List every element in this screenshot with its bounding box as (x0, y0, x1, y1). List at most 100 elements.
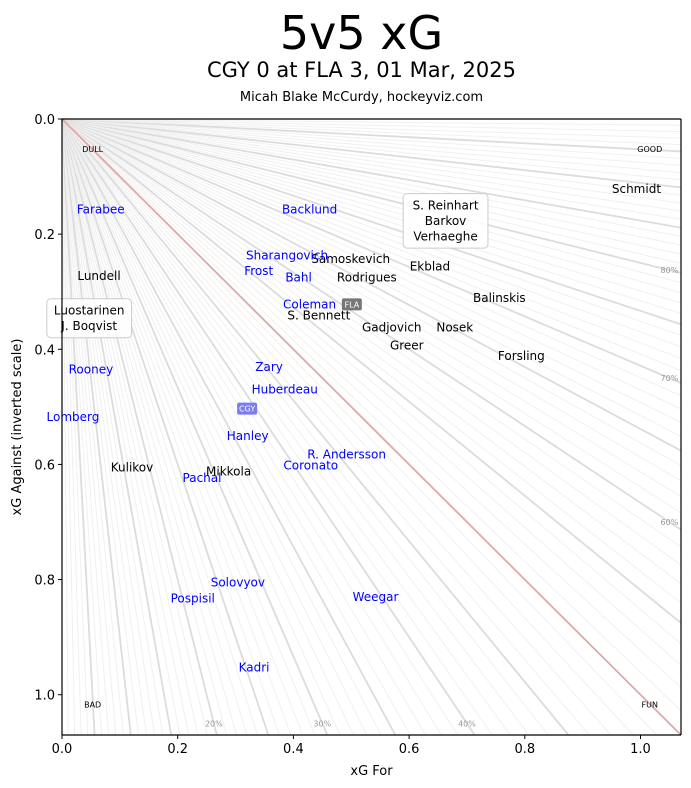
player-name: Barkov (425, 214, 466, 228)
fan-line (61, 118, 549, 736)
fan-line (61, 118, 682, 585)
player-name: Hanley (227, 429, 269, 443)
fan-line (61, 118, 218, 736)
fan-line (61, 118, 682, 237)
fan-line (61, 118, 238, 736)
player-name: Kulikov (111, 460, 154, 474)
player-name: Rooney (69, 362, 114, 376)
pct-label: 80% (661, 266, 679, 275)
player-label: Pospisil (171, 592, 215, 606)
fan-line (61, 118, 682, 274)
fan-line (61, 118, 132, 736)
fan-line (61, 118, 682, 246)
y-tick-label: 1.0 (34, 689, 55, 704)
fan-line (61, 118, 682, 126)
player-label: Sharangovich (246, 248, 328, 262)
player-name: S. Reinhart (413, 198, 479, 212)
fan-line (61, 118, 493, 736)
fan-line (61, 118, 682, 336)
x-tick-label: 0.2 (167, 742, 188, 757)
player-name: Verhaeghe (413, 229, 477, 243)
fan-line (61, 118, 181, 736)
player-label: Bahl (285, 270, 312, 284)
fan-line (61, 118, 103, 736)
player-name: Huberdeau (252, 383, 318, 397)
fan-line (61, 118, 82, 736)
fan-line (61, 118, 682, 326)
player-name: Ekblad (410, 259, 450, 273)
fan-line (61, 118, 682, 452)
fan-line (61, 118, 304, 736)
fan-line (61, 118, 634, 736)
player-name: Solovyov (211, 575, 265, 589)
fan-line (61, 118, 530, 736)
fan-line (61, 118, 76, 736)
fan-line (61, 118, 658, 736)
player-name: R. Andersson (307, 448, 386, 462)
team-badge-fla: FLA (341, 298, 362, 311)
fan-line (61, 118, 682, 666)
player-name: Lundell (77, 269, 120, 283)
fan-line (61, 118, 682, 166)
fan-line (61, 118, 682, 712)
fan-line (61, 118, 124, 736)
player-label: Lundell (77, 269, 120, 283)
axes: 0.0 0.2 0.4 0.6 0.8 1.0 0.0 0.2 0.4 0.6 0.8 1.0 xG F… (10, 113, 682, 779)
fan-line (61, 118, 682, 372)
player-name: Nosek (436, 320, 473, 334)
pct-label: 70% (661, 374, 679, 383)
fan-line (61, 118, 397, 736)
fan-line (61, 118, 682, 466)
fan-line (61, 118, 682, 264)
player-label: Coleman (283, 297, 336, 311)
player-label: Lomberg (47, 410, 100, 424)
fan-line (61, 118, 354, 736)
player-name: Coleman (283, 297, 336, 311)
player-label: Frost (244, 264, 273, 278)
fan-line (61, 118, 173, 736)
fan-line (61, 118, 682, 624)
corner-label: GOOD (637, 145, 662, 154)
fan-line (61, 118, 590, 736)
team-badge-cgy: CGY (237, 402, 258, 415)
player-label: Weegar (353, 590, 399, 604)
player-label: Balinskis (473, 291, 526, 305)
player-name: Kadri (239, 661, 270, 675)
player-name: Greer (390, 338, 424, 352)
x-tick-label: 0.4 (283, 742, 304, 757)
fan-line (61, 118, 682, 229)
y-tick-label: 0.0 (34, 113, 55, 128)
player-name: J. Boqvist (60, 319, 117, 333)
fan-line (61, 118, 117, 736)
player-name: Pospisil (171, 592, 215, 606)
player-name: Schmidt (612, 182, 661, 196)
player-name: Frost (244, 264, 273, 278)
player-label: Forsling (498, 349, 545, 363)
player-label: Samoskevich (311, 252, 390, 266)
player-label: Farabee (77, 202, 125, 216)
chart-title: 5v5 xG (279, 6, 444, 60)
fan-line (61, 118, 411, 736)
x-tick-label: 0.6 (399, 742, 420, 757)
label-box (46, 298, 133, 339)
y-tick-label: 0.8 (34, 574, 55, 589)
player-name: Rodrigues (337, 270, 397, 284)
fan-line (61, 118, 190, 736)
corner-label: FUN (642, 700, 658, 709)
fan-line (61, 118, 682, 189)
fan-line (61, 118, 682, 531)
pct-label: 40% (458, 719, 476, 728)
fan-line (61, 118, 341, 736)
fan-line (61, 118, 682, 133)
player-name: Forsling (498, 349, 545, 363)
y-tick-label: 0.2 (34, 228, 55, 243)
fan-line (61, 118, 682, 220)
fan-line (61, 118, 682, 360)
player-label: Mikkola (206, 464, 251, 478)
player-label: Backlund (282, 202, 337, 216)
fan-line (61, 118, 270, 736)
player-name: Luostarinen (54, 303, 125, 317)
corner-label: DULL (82, 145, 103, 154)
fan-line (61, 118, 682, 153)
